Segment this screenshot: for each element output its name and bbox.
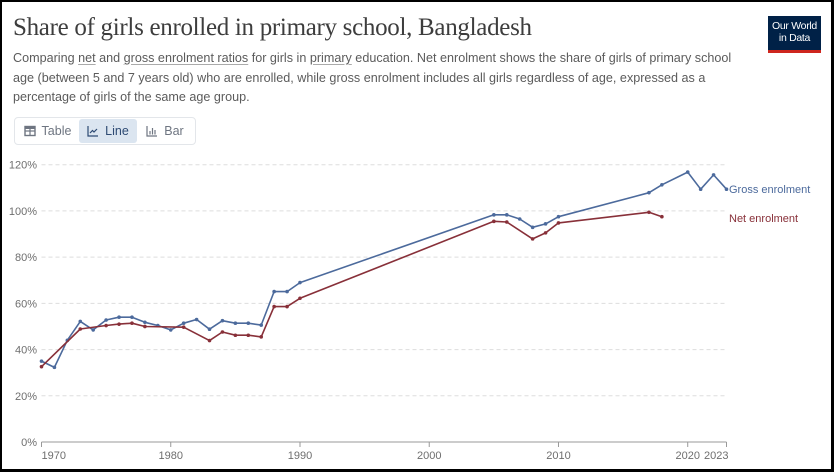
data-point — [259, 335, 264, 339]
x-tick-label: 1980 — [159, 450, 183, 462]
data-point — [298, 280, 302, 285]
tab-table-label: Table — [41, 124, 72, 138]
data-point — [556, 214, 561, 219]
data-point — [246, 333, 251, 338]
data-point — [117, 322, 121, 326]
y-tick-label: 100% — [9, 206, 37, 218]
logo-line-2: in Data — [778, 32, 811, 44]
data-point — [194, 317, 199, 322]
data-point — [272, 289, 276, 294]
data-point — [660, 183, 664, 187]
data-point — [492, 213, 496, 217]
data-point — [233, 333, 238, 338]
y-tick-label: 20% — [15, 391, 37, 403]
data-point — [143, 324, 147, 329]
data-point — [220, 330, 225, 334]
data-point — [91, 328, 95, 332]
data-point — [117, 315, 121, 320]
data-point — [504, 220, 509, 224]
tab-bar-label: Bar — [164, 124, 184, 138]
data-point — [39, 364, 44, 369]
data-point — [233, 321, 238, 326]
data-point — [517, 217, 522, 221]
data-point — [660, 214, 664, 219]
data-point — [272, 304, 276, 309]
data-point — [207, 327, 212, 332]
data-point — [543, 231, 548, 235]
view-tabs: Table Line Bar — [14, 117, 196, 145]
x-tick-label: 1970 — [42, 450, 66, 462]
tab-line[interactable]: Line — [79, 119, 137, 143]
data-point — [685, 170, 690, 174]
legend-label-net[interactable]: Net enrolment — [729, 213, 798, 225]
chart-subtitle: Comparing net and gross enrolment ratios… — [13, 49, 753, 108]
legend-label-gross[interactable]: Gross enrolment — [729, 184, 810, 196]
data-point — [181, 321, 186, 326]
data-point — [504, 213, 509, 217]
logo-line-1: Our World — [772, 20, 817, 32]
x-tick-label: 2000 — [417, 450, 441, 462]
series-line-gross — [41, 171, 728, 369]
data-point — [78, 327, 83, 331]
data-point — [130, 321, 134, 326]
tab-bar[interactable]: Bar — [137, 119, 193, 143]
data-point — [543, 222, 548, 226]
data-point — [259, 323, 264, 327]
data-point — [530, 237, 535, 241]
data-point — [52, 365, 57, 370]
data-point — [220, 318, 225, 323]
data-point — [207, 338, 212, 343]
data-point — [556, 221, 561, 225]
y-tick-label: 80% — [15, 252, 37, 264]
subtitle-text: for girls in — [248, 51, 310, 65]
x-tick-label: 2010 — [546, 450, 570, 462]
data-point — [285, 289, 289, 294]
data-point — [130, 315, 134, 320]
x-tick-label: 1990 — [288, 450, 312, 462]
subtitle-link[interactable]: primary — [309, 51, 352, 65]
y-tick-label: 120% — [9, 160, 37, 172]
data-point — [647, 190, 651, 195]
data-point — [298, 296, 302, 301]
y-tick-label: 0% — [21, 437, 37, 449]
x-tick-label: 2023 — [704, 450, 728, 462]
data-point — [104, 318, 108, 322]
data-point — [143, 320, 147, 325]
table-icon — [23, 125, 36, 137]
data-point — [492, 219, 496, 224]
y-tick-label: 60% — [15, 298, 37, 310]
data-point — [647, 210, 651, 215]
bar-chart-icon — [146, 126, 158, 137]
data-point — [530, 225, 535, 230]
subtitle-text: Comparing — [13, 51, 79, 65]
data-point — [104, 323, 108, 328]
data-point — [724, 187, 729, 191]
data-point — [39, 359, 44, 363]
tab-line-label: Line — [105, 124, 129, 138]
data-point — [246, 321, 251, 326]
subtitle-text: education. Net enrolment shows the share… — [13, 51, 732, 104]
chart-title: Share of girls enrolled in primary schoo… — [13, 14, 532, 41]
owid-logo[interactable]: Our World in Data — [768, 16, 821, 53]
x-tick-label: 2020 — [675, 450, 699, 462]
data-point — [181, 325, 186, 329]
data-point — [285, 304, 289, 309]
tab-table[interactable]: Table — [16, 119, 79, 143]
data-point — [711, 173, 716, 177]
series-line-net — [40, 211, 663, 368]
data-point — [78, 319, 83, 324]
subtitle-text: and — [95, 51, 124, 65]
subtitle-link[interactable]: net — [78, 51, 96, 65]
data-point — [698, 187, 703, 191]
subtitle-link[interactable]: gross enrolment ratios — [123, 51, 249, 65]
line-chart-icon — [87, 126, 99, 137]
y-tick-label: 40% — [15, 345, 37, 357]
data-point — [168, 328, 173, 332]
